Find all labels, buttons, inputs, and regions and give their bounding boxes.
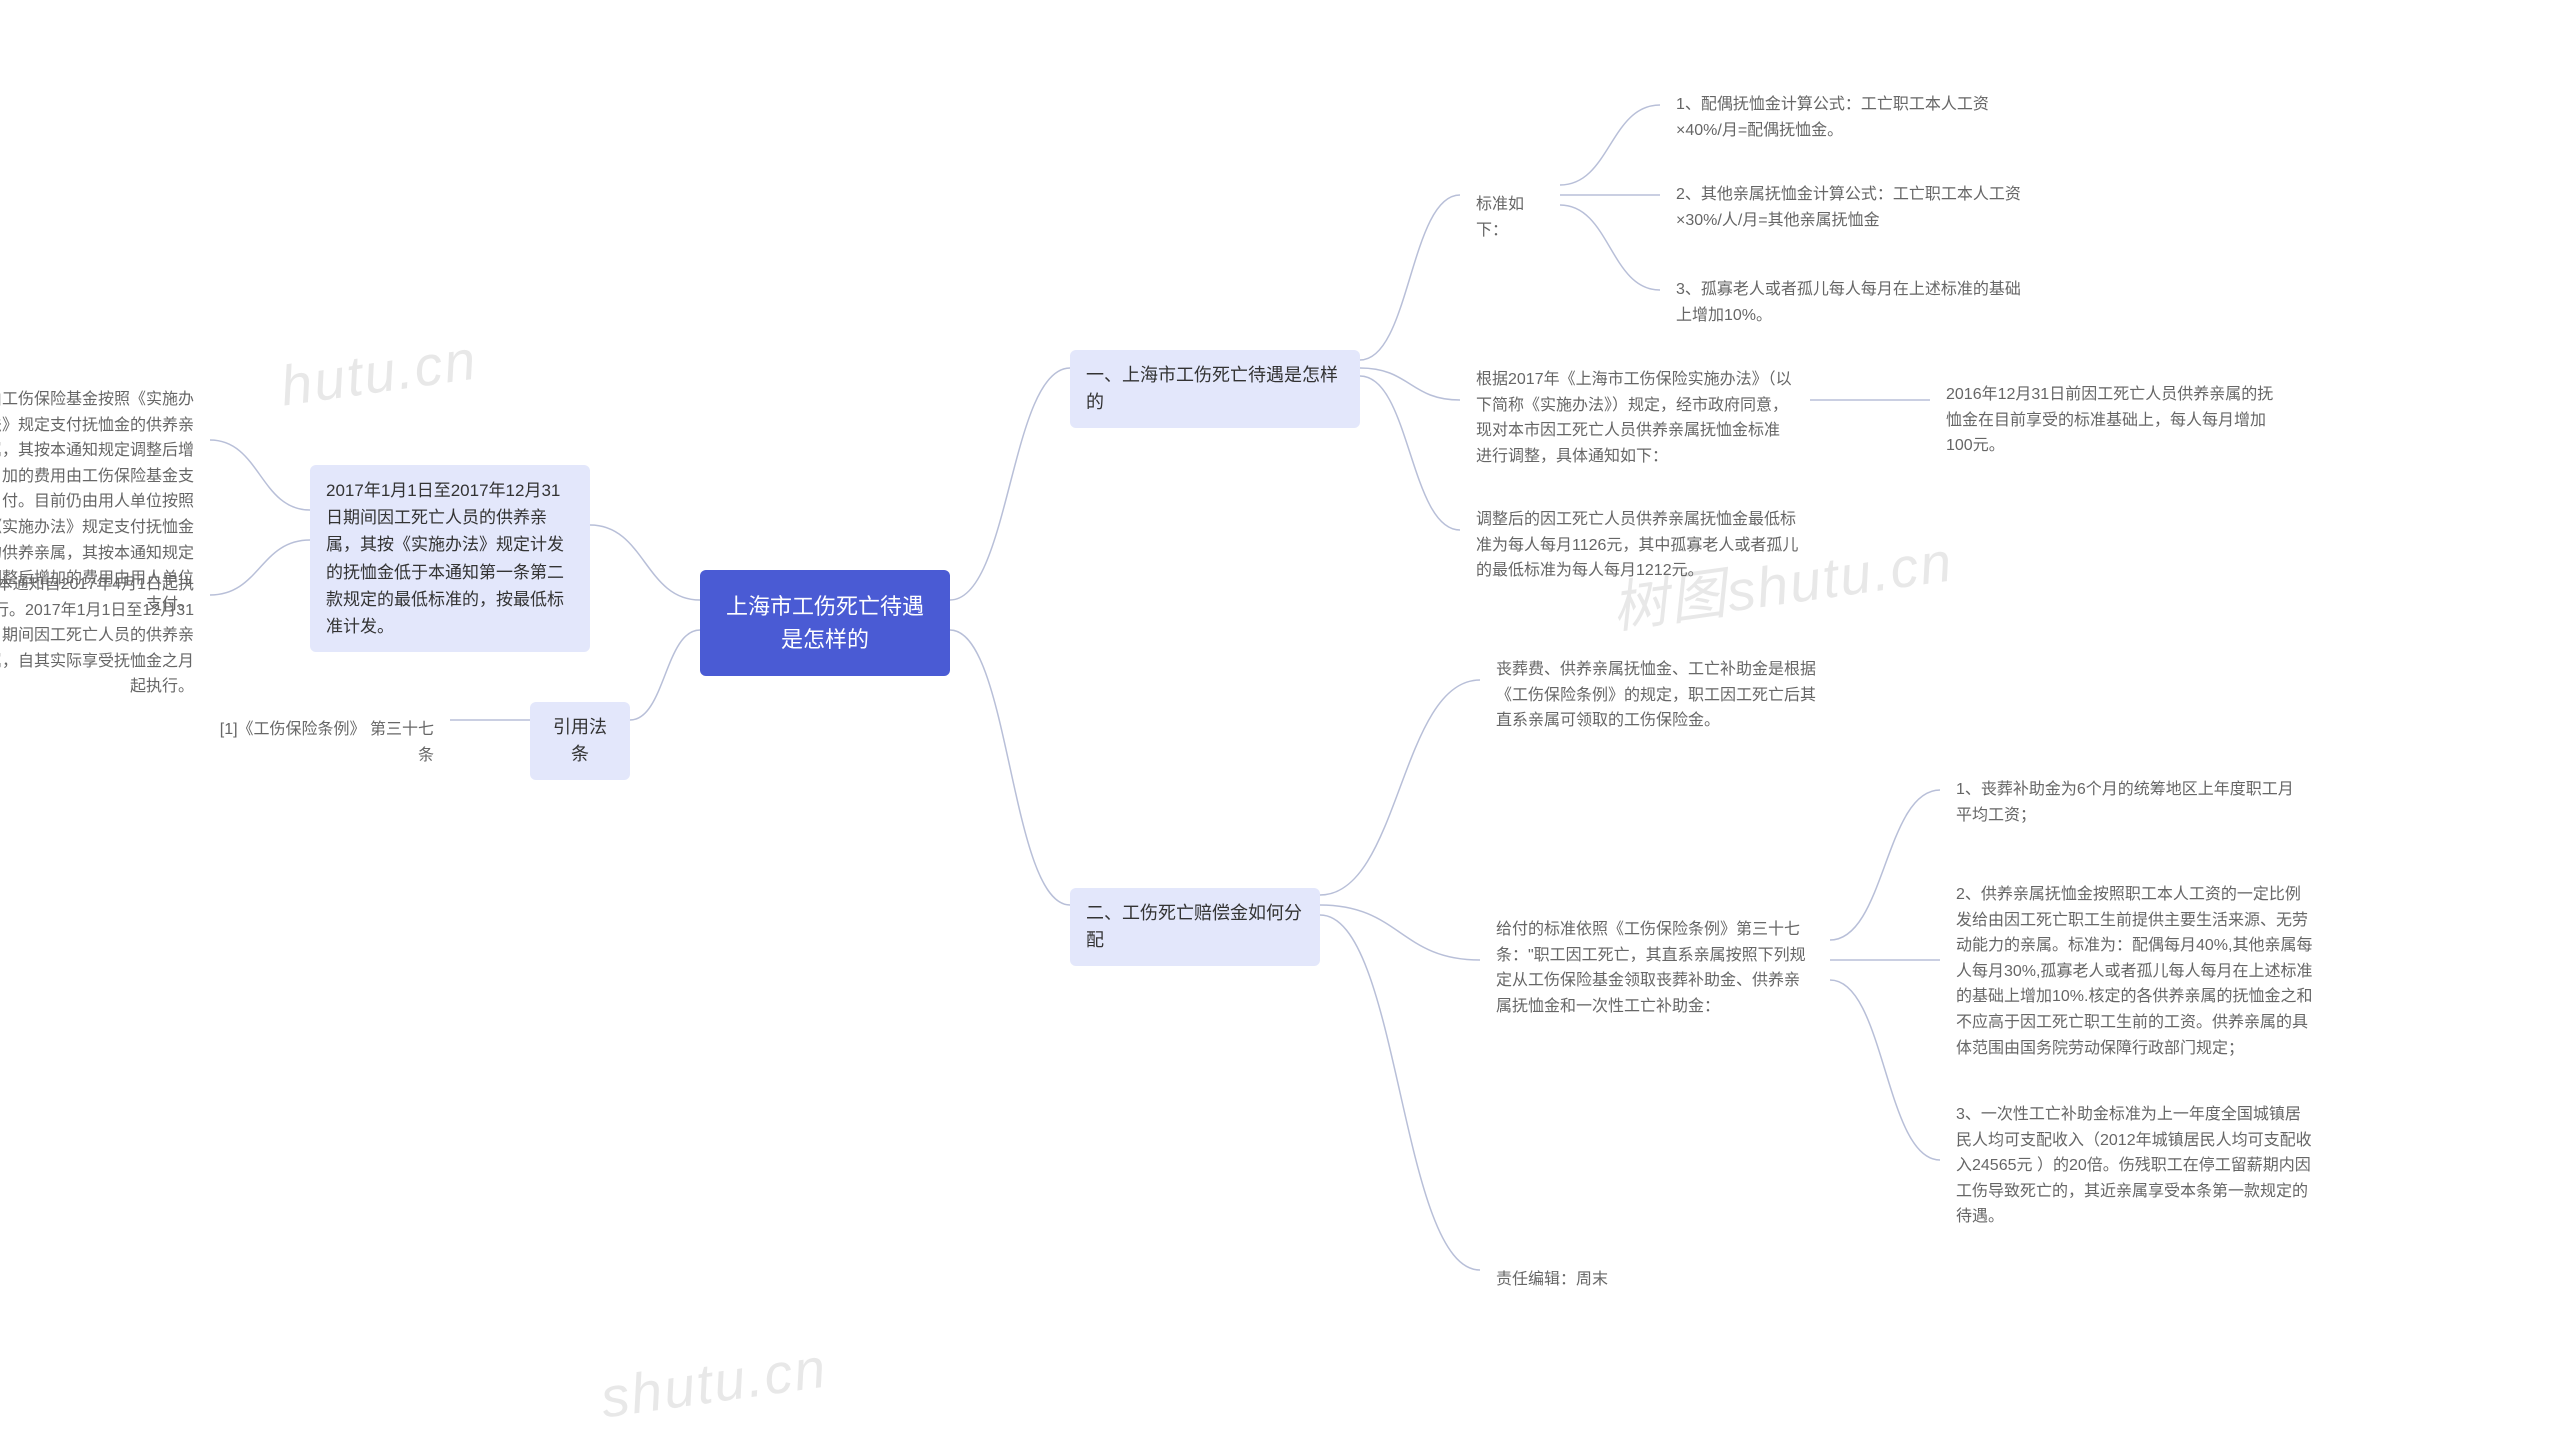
std-item-3: 3、孤寡老人或者孤儿每人每月在上述标准的基础上增加10%。 [1660, 265, 2040, 340]
cite-item: [1]《工伤保险条例》 第三十七条 [190, 705, 450, 780]
watermark: hutu.cn [276, 327, 481, 419]
pay-item-2: 2、供养亲属抚恤金按照职工本人工资的一定比例发给由因工死亡职工生前提供主要生活来… [1940, 870, 2330, 1073]
cite-title: 引用法条 [530, 702, 630, 780]
std-label: 标准如下： [1460, 180, 1560, 255]
watermark: shutu.cn [597, 1334, 832, 1430]
editor-text: 责任编辑：周末 [1480, 1255, 1680, 1305]
center-node: 上海市工伤死亡待遇是怎样的 [700, 570, 950, 676]
adjust-text: 根据2017年《上海市工伤保险实施办法》（以下简称《实施办法》）规定，经市政府同… [1460, 355, 1810, 481]
adjust-right: 2016年12月31日前因工死亡人员供养亲属的抚恤金在目前享受的标准基础上，每人… [1930, 370, 2300, 471]
basis-text: 丧葬费、供养亲属抚恤金、工亡补助金是根据《工伤保险条例》的规定，职工因工死亡后其… [1480, 645, 1840, 746]
section1-title: 一、上海市工伤死亡待遇是怎样的 [1070, 350, 1360, 428]
pay-item-3: 3、一次性工亡补助金标准为上一年度全国城镇居民人均可支配收入（2012年城镇居民… [1940, 1090, 2330, 1242]
min-text: 调整后的因工死亡人员供养亲属抚恤金最低标准为每人每月1126元，其中孤寡老人或者… [1460, 495, 1820, 596]
period-child-2: 本通知自2017年4月1日起执行。2017年1月1日至12月31日期间因工死亡人… [0, 560, 210, 712]
pay-label: 给付的标准依照《工伤保险条例》第三十七条："职工因工死亡，其直系亲属按照下列规定… [1480, 905, 1830, 1031]
period-title: 2017年1月1日至2017年12月31日期间因工死亡人员的供养亲属，其按《实施… [310, 465, 590, 652]
section2-title: 二、工伤死亡赔偿金如何分配 [1070, 888, 1320, 966]
std-item-2: 2、其他亲属抚恤金计算公式：工亡职工本人工资×30%/人/月=其他亲属抚恤金 [1660, 170, 2040, 245]
pay-item-1: 1、丧葬补助金为6个月的统筹地区上年度职工月平均工资； [1940, 765, 2320, 840]
std-item-1: 1、配偶抚恤金计算公式：工亡职工本人工资×40%/月=配偶抚恤金。 [1660, 80, 2040, 155]
